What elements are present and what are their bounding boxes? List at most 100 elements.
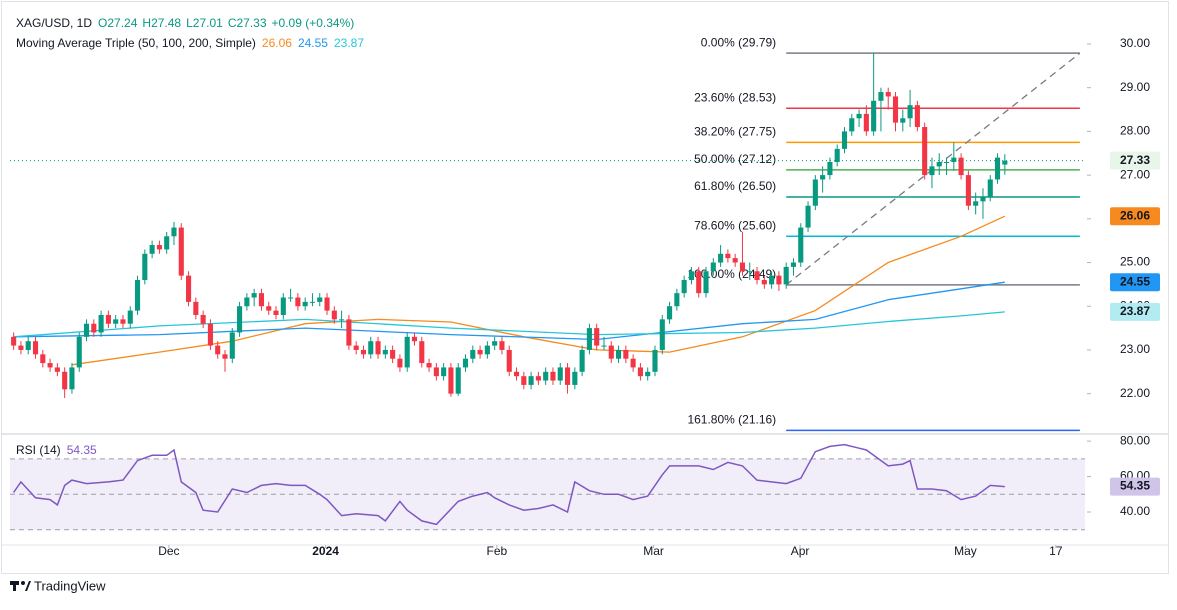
candle-body: [769, 275, 775, 285]
fib-label: 0.00% (29.79): [701, 35, 776, 49]
logo: [10, 581, 31, 591]
high: H27.48: [142, 16, 181, 30]
candle-body: [586, 328, 592, 350]
candle-body: [645, 371, 651, 377]
candle-body: [382, 349, 388, 355]
candle-body: [922, 127, 928, 176]
candle-body: [572, 371, 578, 385]
x-tick-label: 2024: [312, 544, 339, 558]
candle-body: [331, 310, 337, 320]
ma-value: 23.87: [334, 36, 364, 50]
candle-body: [710, 262, 716, 272]
candle-body: [11, 336, 17, 346]
candle-body: [105, 314, 111, 324]
candle-body: [630, 358, 636, 368]
candle-body: [54, 367, 60, 372]
y-tick-label: 25.00: [1120, 255, 1150, 269]
price-box-label: 26.06: [1120, 208, 1150, 222]
candle-body: [900, 118, 906, 123]
candle-body: [280, 297, 286, 315]
candle-body: [805, 205, 811, 228]
candle-body: [929, 166, 935, 176]
candle-body: [455, 367, 461, 394]
candle-body: [302, 301, 308, 307]
rsi-tick-label: 80.00: [1120, 433, 1150, 447]
price-box: [1110, 477, 1160, 496]
candle-body: [76, 336, 82, 368]
fib-label: 100.00% (24.49): [687, 267, 776, 281]
candle-body: [164, 236, 170, 250]
candle-body: [834, 148, 840, 162]
y-tick-label: 23.00: [1120, 342, 1150, 356]
candle-body: [739, 262, 746, 272]
candle-body: [69, 367, 75, 390]
fib-label: 161.80% (21.16): [687, 413, 776, 427]
candle-body: [732, 258, 738, 263]
candle-body: [251, 293, 257, 298]
candle-body: [557, 367, 563, 381]
ma-value: 26.06: [262, 36, 292, 50]
candle-body: [91, 323, 97, 333]
candle-body: [339, 319, 345, 321]
candle-body: [958, 157, 964, 176]
y-tick-label: 30.00: [1120, 36, 1150, 50]
candle-body: [295, 297, 301, 307]
candle-body: [484, 345, 490, 355]
candle-body: [288, 297, 294, 299]
candle-body: [47, 363, 53, 368]
fib-label: 61.80% (26.50): [694, 179, 776, 193]
x-tick-label: Mar: [643, 544, 664, 558]
candle-body: [863, 113, 869, 132]
candle-body: [353, 345, 359, 350]
ma-title: Moving Average Triple (50, 100, 200, Sim…: [16, 36, 256, 50]
candle-body: [134, 280, 141, 311]
footer-brand: TradingView: [34, 578, 106, 593]
candle-body: [798, 227, 804, 263]
candle-body: [528, 376, 534, 385]
trend-line: [785, 52, 1081, 286]
candle-body: [309, 301, 316, 303]
x-tick-label: May: [954, 544, 977, 558]
candle-body: [506, 349, 512, 372]
candle-body: [965, 175, 971, 206]
candle-body: [878, 92, 884, 101]
candle-body: [200, 314, 206, 324]
rsi-title: RSI (14): [16, 443, 61, 457]
candle-body: [171, 227, 177, 237]
candle-body: [754, 271, 760, 281]
price-box: [1110, 273, 1160, 292]
price-box: [1110, 151, 1160, 170]
candle-body: [776, 275, 782, 285]
change: +0.09 (+0.34%): [272, 16, 355, 30]
x-tick-label: 17: [1049, 544, 1063, 558]
candle-body: [790, 262, 797, 267]
moving-average: [71, 215, 1006, 366]
candle-body: [120, 319, 126, 324]
candle-body: [346, 319, 352, 346]
candle-body: [266, 306, 272, 311]
x-tick-label: Dec: [158, 544, 179, 558]
candle-body: [885, 92, 891, 97]
candle-body: [390, 349, 396, 359]
candle-body: [18, 345, 24, 350]
rsi-tick-label: 40.00: [1120, 504, 1150, 518]
candle-body: [907, 105, 913, 119]
candle-body: [667, 306, 673, 320]
candle-body: [943, 161, 950, 163]
candle-body: [652, 349, 658, 372]
candle-body: [841, 131, 848, 149]
candle-body: [324, 297, 330, 311]
candle-body: [375, 341, 381, 355]
candle-body: [404, 336, 410, 368]
candle-body: [62, 371, 68, 390]
candle-body: [229, 332, 235, 359]
candle-body: [426, 363, 432, 368]
candle-body: [492, 341, 498, 346]
candle-body: [368, 341, 374, 355]
candle-body: [535, 376, 541, 381]
rsi-value: 54.35: [67, 443, 97, 457]
header: XAG/USD, 1D O27.24 H27.48 L27.01 C27.33 +0.09…: [16, 16, 354, 30]
candle-body: [433, 367, 439, 377]
candle-body: [448, 367, 454, 394]
